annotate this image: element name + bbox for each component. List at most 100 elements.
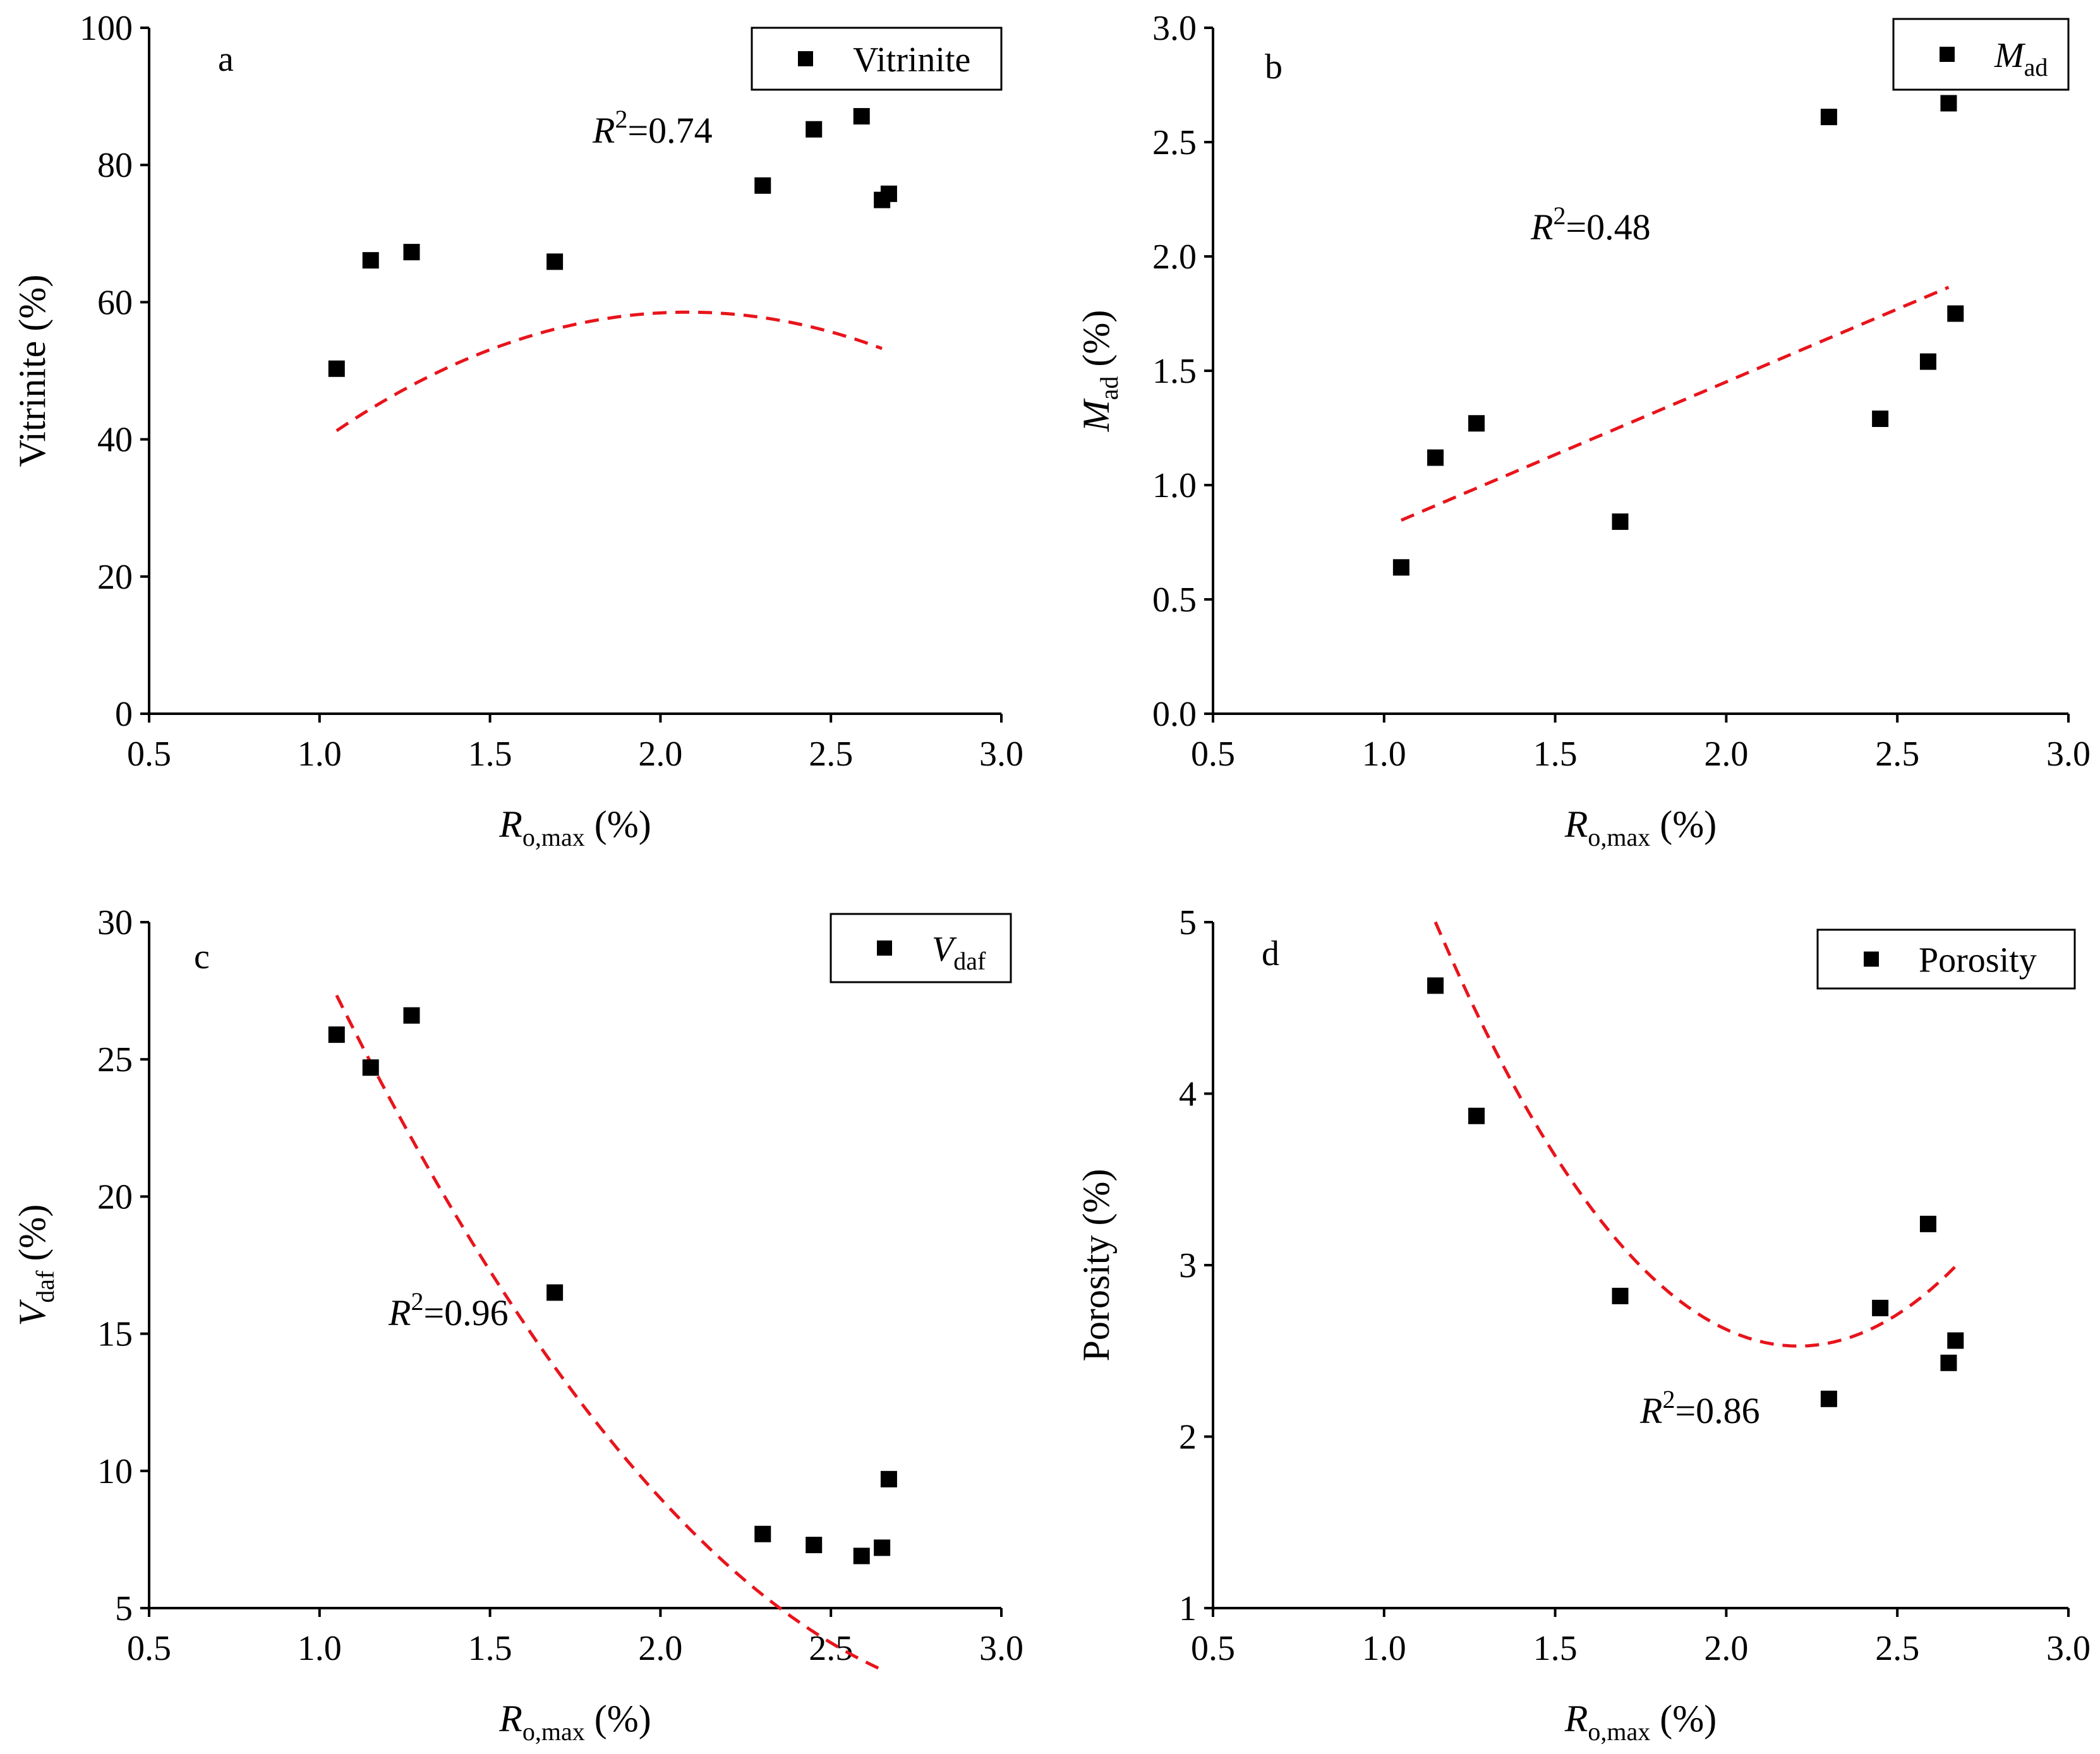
y-tick-label: 10	[97, 1452, 133, 1491]
y-tick-label: 20	[97, 1177, 133, 1216]
x-axis-title: Ro,max (%)	[1564, 803, 1717, 851]
y-tick-label: 1	[1179, 1589, 1197, 1628]
x-tick-label: 1.5	[1533, 735, 1578, 774]
data-point	[1820, 109, 1837, 126]
data-point	[546, 253, 564, 270]
x-tick-label: 3.0	[2046, 735, 2091, 774]
fit-curve	[1400, 285, 1950, 522]
x-tick-label: 1.0	[1362, 1629, 1406, 1668]
x-tick-label: 3.0	[979, 1629, 1023, 1668]
data-point	[1940, 95, 1957, 112]
data-point	[1872, 411, 1889, 428]
legend-label: Vitrinite	[853, 40, 970, 80]
legend: Vitrinite	[751, 27, 1003, 91]
y-tick-label: 2	[1179, 1418, 1197, 1457]
data-point	[1872, 1299, 1889, 1316]
y-tick-label: 30	[97, 903, 133, 942]
data-point	[874, 1539, 891, 1556]
y-tick-label: 25	[97, 1040, 133, 1079]
data-point	[1468, 415, 1485, 432]
y-tick-label: 0.5	[1152, 580, 1197, 620]
y-tick-label: 1.0	[1152, 466, 1197, 505]
data-point	[1427, 977, 1444, 994]
legend-label: Mad	[1994, 36, 2048, 81]
legend-marker	[1940, 47, 1955, 62]
data-point	[1919, 1215, 1936, 1232]
x-axis-title: Ro,max (%)	[498, 1698, 651, 1746]
x-tick-label: 2.0	[638, 1629, 682, 1668]
data-point	[328, 360, 345, 377]
y-tick-label: 20	[97, 558, 133, 597]
y-tick-label: 5	[115, 1589, 133, 1628]
legend: Porosity	[1816, 928, 2076, 990]
chart-panel-a: 0.5 1.0 1.5 2.0 2.5 3.0 0 20 40 60 80 100 Ro,max (%)…	[11, 9, 1023, 851]
data-point	[1612, 1287, 1629, 1304]
legend-box	[1816, 928, 2076, 990]
legend-box	[1892, 18, 2070, 91]
data-point	[1468, 1107, 1485, 1124]
chart-panel-b: 0.5 1.0 1.5 2.0 2.5 3.00.00.51.01.52.02.53.0R…	[1075, 9, 2091, 851]
r-squared-label: R2=0.86	[1639, 1385, 1760, 1431]
data-point	[362, 1059, 379, 1076]
fit-curve	[335, 310, 883, 432]
y-tick-label: 2.5	[1152, 123, 1197, 162]
data-point	[1947, 305, 1964, 322]
y-tick-label: 1.5	[1152, 352, 1197, 391]
y-axis-title: Porosity (%)	[1075, 1169, 1117, 1362]
data-point	[1947, 1332, 1964, 1349]
data-point	[328, 1026, 345, 1043]
y-tick-label: 3	[1179, 1246, 1197, 1285]
y-tick-label: 40	[97, 421, 133, 460]
x-tick-label: 0.5	[127, 1629, 171, 1668]
legend-marker	[1864, 951, 1879, 967]
x-axis-title: Ro,max (%)	[498, 803, 651, 851]
x-tick-label: 2.0	[1704, 1629, 1748, 1668]
data-point	[1427, 449, 1444, 466]
x-tick-label: 1.5	[1533, 1629, 1578, 1668]
legend-box	[830, 913, 1012, 983]
x-tick-label: 0.5	[1191, 735, 1235, 774]
y-tick-label: 5	[1179, 903, 1197, 942]
x-tick-label: 3.0	[2046, 1629, 2091, 1668]
x-tick-label: 2.5	[809, 1629, 853, 1668]
y-axis-title: Mad (%)	[1075, 310, 1123, 433]
y-tick-label: 80	[97, 146, 133, 185]
x-tick-label: 2.0	[638, 735, 682, 774]
x-tick-label: 2.5	[1875, 1629, 1919, 1668]
y-tick-label: 3.0	[1152, 9, 1197, 48]
y-tick-label: 0	[115, 695, 133, 734]
chart-panel-c: 0.5 1.0 1.5 2.0 2.5 3.0 5 10 15 20 25 30 Ro,max (%) V…	[11, 903, 1023, 1746]
x-axis-title: Ro,max (%)	[1564, 1698, 1717, 1746]
data-point	[754, 177, 771, 194]
y-tick-label: 0.0	[1152, 695, 1197, 734]
r-squared-label: R2=0.96	[388, 1287, 509, 1333]
data-point	[880, 185, 897, 202]
y-tick-label: 60	[97, 283, 133, 322]
data-point	[806, 1537, 823, 1554]
y-tick-label: 2.0	[1152, 237, 1197, 277]
data-point	[806, 121, 823, 138]
fit-curve	[335, 994, 883, 1672]
data-point	[853, 1547, 870, 1565]
data-point	[1940, 1354, 1957, 1371]
panel-letter: b	[1265, 47, 1282, 87]
x-tick-label: 3.0	[979, 735, 1023, 774]
panel-letter: d	[1262, 934, 1279, 973]
data-point	[1392, 559, 1409, 576]
legend-marker	[798, 51, 813, 66]
x-tick-label: 1.5	[468, 1629, 512, 1668]
data-point	[403, 244, 420, 261]
x-tick-label: 1.5	[468, 735, 512, 774]
r-squared-label: R2=0.48	[1530, 201, 1651, 248]
legend-label: Porosity	[1919, 941, 2037, 980]
x-tick-label: 2.5	[1875, 735, 1919, 774]
data-point	[754, 1525, 771, 1542]
data-point	[880, 1470, 897, 1487]
x-tick-label: 1.0	[1362, 735, 1406, 774]
legend-box	[751, 27, 1003, 91]
x-tick-label: 2.0	[1704, 735, 1748, 774]
y-tick-label: 15	[97, 1315, 133, 1354]
data-point	[1612, 513, 1629, 530]
x-tick-label: 0.5	[1191, 1629, 1235, 1668]
